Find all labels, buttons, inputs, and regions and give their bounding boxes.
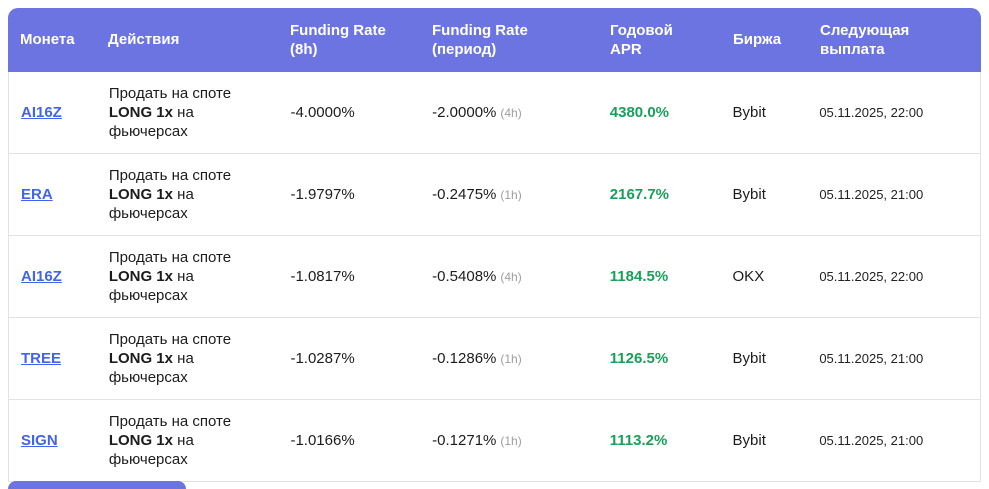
next-table-header-sliver <box>8 481 186 489</box>
coin-cell: TREE <box>9 350 109 367</box>
exchange: Bybit <box>732 186 766 203</box>
period-label: (1h) <box>500 188 522 202</box>
coin-cell: SIGN <box>9 432 109 449</box>
action-suffix: на фьючерсах <box>108 103 194 141</box>
table-row: SIGN Продать на споте LONG 1x на фьючерс… <box>8 400 981 482</box>
exchange: OKX <box>732 268 765 285</box>
exchange: Bybit <box>732 104 766 121</box>
funding-rate-period: -0.1271% <box>432 432 497 449</box>
action-position: LONG 1x <box>108 431 173 449</box>
funding-rate-period-cell: -2.0000% (4h) <box>432 104 610 121</box>
action-text: Продать на споте <box>108 330 232 348</box>
funding-rate-period-cell: -0.5408% (4h) <box>432 268 610 285</box>
funding-rate-8h: -1.0287% <box>290 350 355 367</box>
header-funding-rate-8h: Funding Rate (8h) <box>290 21 386 59</box>
funding-rate-period-cell: -0.2475% (1h) <box>432 186 610 203</box>
next-payout: 05.11.2025, 22:00 <box>819 105 924 120</box>
annual-apr-cell: 4380.0% <box>610 104 733 121</box>
header-annual-apr: Годовой APR <box>610 21 673 59</box>
exchange: Bybit <box>732 350 766 367</box>
table-header-row: Монета Действия Funding Rate (8h) Fundin… <box>8 8 981 72</box>
annual-apr-cell: 1126.5% <box>610 350 733 367</box>
annual-apr: 1126.5% <box>609 350 669 367</box>
action-text: Продать на споте <box>108 166 232 184</box>
annual-apr: 1184.5% <box>609 268 669 285</box>
header-funding-rate-period: Funding Rate (период) <box>432 21 528 59</box>
action-position: LONG 1x <box>108 349 173 367</box>
action-cell: Продать на споте LONG 1x на фьючерсах <box>109 412 291 470</box>
annual-apr: 1113.2% <box>609 432 668 449</box>
coin-link[interactable]: SIGN <box>21 432 58 449</box>
action-text: Продать на споте <box>108 412 232 430</box>
period-label: (1h) <box>500 352 522 366</box>
action-text: Продать на споте <box>108 84 232 102</box>
action-suffix: на фьючерсах <box>108 431 194 469</box>
action-cell: Продать на споте LONG 1x на фьючерсах <box>109 248 291 306</box>
annual-apr-cell: 1113.2% <box>610 432 733 449</box>
action-suffix: на фьючерсах <box>108 185 194 223</box>
exchange: Bybit <box>732 432 766 449</box>
coin-link[interactable]: ERA <box>21 186 53 203</box>
funding-rate-period-cell: -0.1286% (1h) <box>432 350 610 367</box>
funding-rate-period: -0.1286% <box>432 350 497 367</box>
funding-rate-8h: -1.0817% <box>290 268 355 285</box>
funding-rate-8h: -1.9797% <box>290 186 355 203</box>
annual-apr-cell: 1184.5% <box>610 268 733 285</box>
header-next-payout: Следующая выплата <box>820 21 910 59</box>
coin-cell: ERA <box>9 186 109 203</box>
table-row: ERA Продать на споте LONG 1x на фьючерса… <box>8 154 981 236</box>
coin-cell: AI16Z <box>9 268 109 285</box>
coin-link[interactable]: AI16Z <box>21 104 62 121</box>
action-suffix: на фьючерсах <box>108 349 194 387</box>
action-position: LONG 1x <box>108 103 173 121</box>
annual-apr: 4380.0% <box>609 104 669 121</box>
period-label: (1h) <box>500 434 522 448</box>
next-payout: 05.11.2025, 21:00 <box>819 187 924 202</box>
next-payout: 05.11.2025, 21:00 <box>819 351 924 366</box>
next-payout: 05.11.2025, 21:00 <box>819 433 924 448</box>
action-cell: Продать на споте LONG 1x на фьючерсах <box>109 84 291 142</box>
period-label: (4h) <box>500 270 522 284</box>
action-suffix: на фьючерсах <box>108 267 194 305</box>
table-row: AI16Z Продать на споте LONG 1x на фьючер… <box>8 236 981 318</box>
action-cell: Продать на споте LONG 1x на фьючерсах <box>109 330 291 388</box>
funding-rate-period: -0.2475% <box>432 186 497 203</box>
action-cell: Продать на споте LONG 1x на фьючерсах <box>109 166 291 224</box>
period-label: (4h) <box>500 106 522 120</box>
header-exchange: Биржа <box>733 31 782 49</box>
table-row: AI16Z Продать на споте LONG 1x на фьючер… <box>8 72 981 154</box>
action-position: LONG 1x <box>108 267 173 285</box>
funding-rate-period-cell: -0.1271% (1h) <box>432 432 610 449</box>
funding-rates-table: Монета Действия Funding Rate (8h) Fundin… <box>8 8 981 482</box>
header-actions: Действия <box>108 31 180 49</box>
annual-apr-cell: 2167.7% <box>610 186 733 203</box>
header-coin: Монета <box>20 31 75 49</box>
next-payout: 05.11.2025, 22:00 <box>819 269 924 284</box>
coin-cell: AI16Z <box>9 104 109 121</box>
action-text: Продать на споте <box>108 248 232 266</box>
coin-link[interactable]: AI16Z <box>21 268 62 285</box>
annual-apr: 2167.7% <box>609 186 669 203</box>
funding-rate-period: -2.0000% <box>432 104 497 121</box>
action-position: LONG 1x <box>108 185 173 203</box>
coin-link[interactable]: TREE <box>21 350 62 367</box>
table-row: TREE Продать на споте LONG 1x на фьючерс… <box>8 318 981 400</box>
funding-rate-8h: -1.0166% <box>290 432 355 449</box>
funding-rate-period: -0.5408% <box>432 268 497 285</box>
funding-rate-8h: -4.0000% <box>290 104 355 121</box>
